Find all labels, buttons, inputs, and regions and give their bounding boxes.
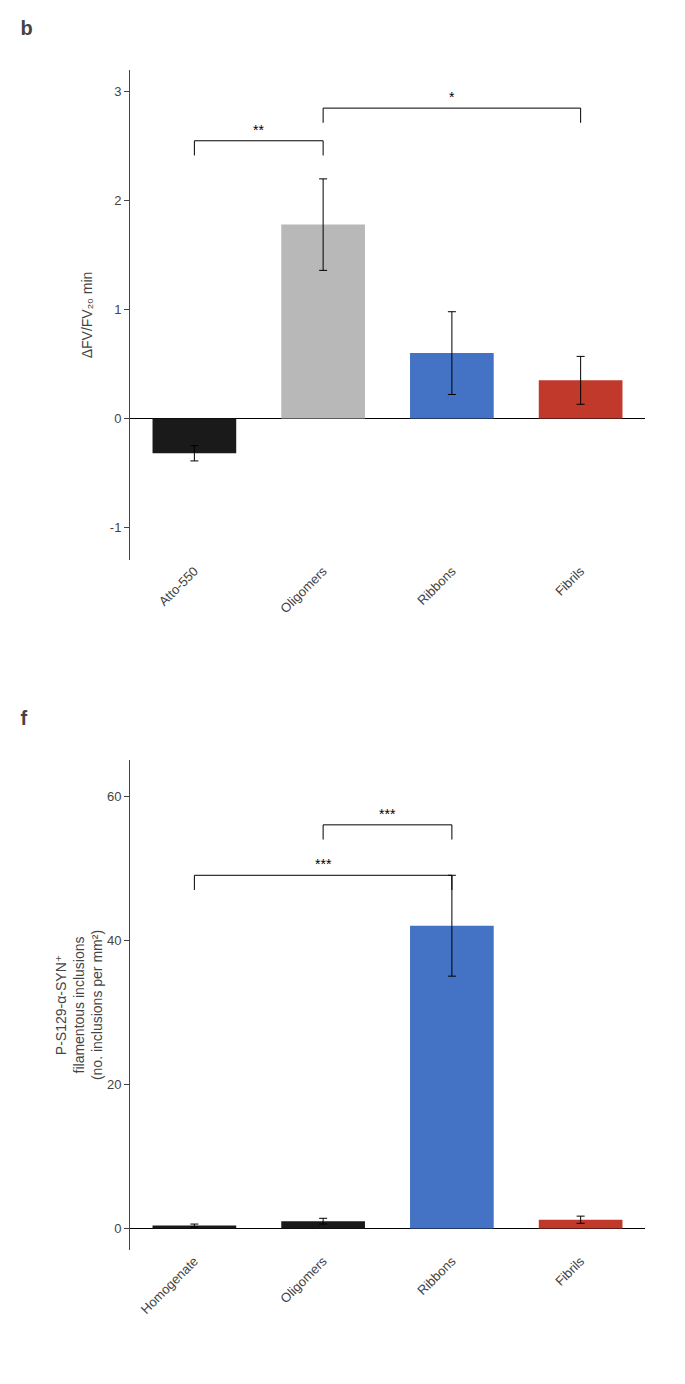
svg-text:60: 60 xyxy=(107,789,121,804)
svg-text:-1: -1 xyxy=(110,520,122,535)
svg-text:f: f xyxy=(21,707,28,729)
svg-text:b: b xyxy=(21,17,33,39)
svg-text:Homogenate: Homogenate xyxy=(138,1254,201,1317)
svg-text:P-S129-α-SYN⁺filamentous inclu: P-S129-α-SYN⁺filamentous inclusions(no. … xyxy=(53,930,105,1080)
svg-text:Ribbons: Ribbons xyxy=(414,1253,459,1298)
svg-text:2: 2 xyxy=(114,193,121,208)
svg-text:**: ** xyxy=(253,122,264,138)
svg-text:Fibrils: Fibrils xyxy=(552,563,587,598)
svg-text:40: 40 xyxy=(107,933,121,948)
svg-text:Fibrils: Fibrils xyxy=(552,1253,587,1288)
svg-text:1: 1 xyxy=(114,302,121,317)
svg-text:Oligomers: Oligomers xyxy=(277,563,330,616)
svg-text:0: 0 xyxy=(114,1221,121,1236)
svg-text:ΔFV/FV₂₀ min: ΔFV/FV₂₀ min xyxy=(79,272,95,359)
svg-text:0: 0 xyxy=(114,411,121,426)
svg-text:20: 20 xyxy=(107,1077,121,1092)
svg-text:Atto-550: Atto-550 xyxy=(156,564,201,609)
svg-text:3: 3 xyxy=(114,84,121,99)
svg-text:***: *** xyxy=(315,856,332,872)
svg-text:Ribbons: Ribbons xyxy=(414,563,459,608)
svg-text:*: * xyxy=(449,89,455,105)
svg-text:***: *** xyxy=(379,806,396,822)
svg-text:Oligomers: Oligomers xyxy=(277,1253,330,1306)
